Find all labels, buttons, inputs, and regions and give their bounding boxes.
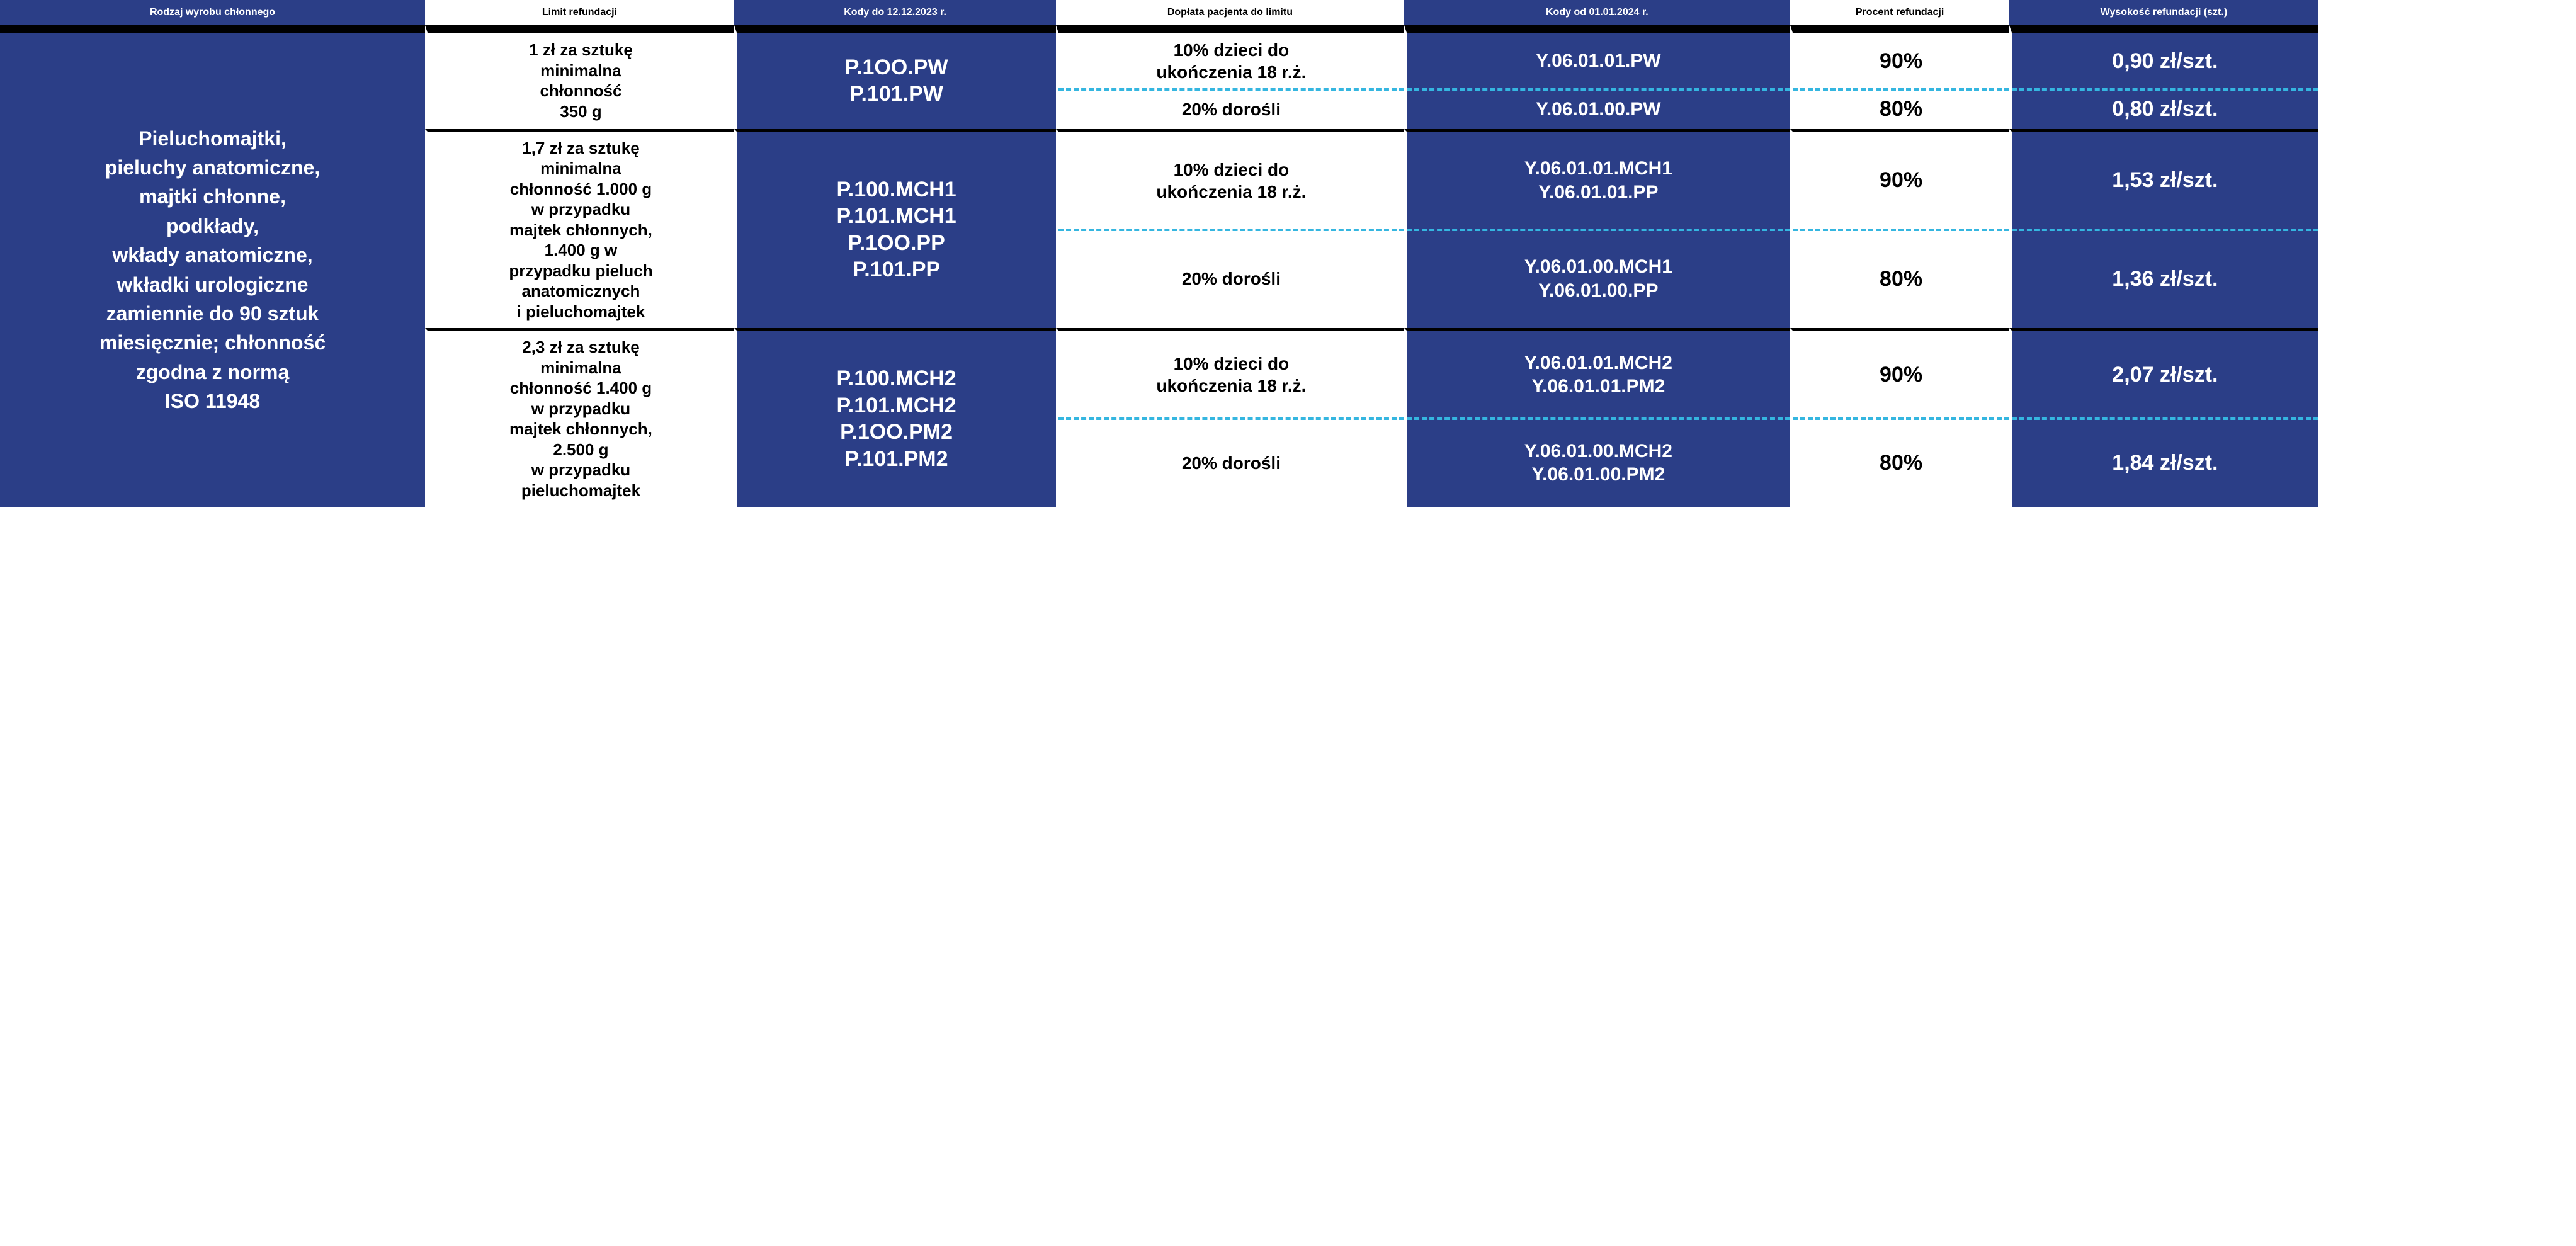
codes-old-3: P.100.MCH2 P.101.MCH2 P.1OO.PM2 P.101.PM… xyxy=(734,328,1056,507)
col-header-limit: Limit refundacji xyxy=(425,0,734,25)
codes-old-1: P.1OO.PW P.101.PW xyxy=(734,25,1056,129)
codes-new-1b: Y.06.01.00.PW xyxy=(1404,89,1791,129)
codes-new-3a: Y.06.01.01.MCH2 Y.06.01.01.PM2 xyxy=(1404,328,1791,419)
col-header-wysokosc: Wysokość refundacji (szt.) xyxy=(2009,0,2318,25)
col-header-rodzaj: Rodzaj wyrobu chłonnego xyxy=(0,0,425,25)
procent-3a: 90% xyxy=(1790,328,2009,419)
col-header-procent: Procent refundacji xyxy=(1790,0,2009,25)
doplata-3b: 20% dorośli xyxy=(1056,419,1404,507)
limit-1: 1 zł za sztukę minimalna chłonność 350 g xyxy=(425,25,734,129)
doplata-2a: 10% dzieci do ukończenia 18 r.ż. xyxy=(1056,129,1404,230)
col-header-kody-do: Kody do 12.12.2023 r. xyxy=(734,0,1056,25)
wys-1a: 0,90 zł/szt. xyxy=(2009,25,2318,89)
procent-1a: 90% xyxy=(1790,25,2009,89)
limit-3: 2,3 zł za sztukę minimalna chłonność 1.4… xyxy=(425,328,734,507)
wys-2b: 1,36 zł/szt. xyxy=(2009,230,2318,328)
codes-old-2: P.100.MCH1 P.101.MCH1 P.1OO.PP P.101.PP xyxy=(734,129,1056,329)
procent-3b: 80% xyxy=(1790,419,2009,507)
wys-3a: 2,07 zł/szt. xyxy=(2009,328,2318,419)
doplata-1a: 10% dzieci do ukończenia 18 r.ż. xyxy=(1056,25,1404,89)
wys-2a: 1,53 zł/szt. xyxy=(2009,129,2318,230)
procent-2b: 80% xyxy=(1790,230,2009,328)
codes-new-2a: Y.06.01.01.MCH1 Y.06.01.01.PP xyxy=(1404,129,1791,230)
wys-1b: 0,80 zł/szt. xyxy=(2009,89,2318,129)
doplata-3a: 10% dzieci do ukończenia 18 r.ż. xyxy=(1056,328,1404,419)
refund-table: Rodzaj wyrobu chłonnego Limit refundacji… xyxy=(0,0,2576,507)
col-header-doplata: Dopłata pacjenta do limitu xyxy=(1056,0,1404,25)
procent-1b: 80% xyxy=(1790,89,2009,129)
procent-2a: 90% xyxy=(1790,129,2009,230)
wys-3b: 1,84 zł/szt. xyxy=(2009,419,2318,507)
codes-new-3b: Y.06.01.00.MCH2 Y.06.01.00.PM2 xyxy=(1404,419,1791,507)
codes-new-1a: Y.06.01.01.PW xyxy=(1404,25,1791,89)
doplata-2b: 20% dorośli xyxy=(1056,230,1404,328)
codes-new-2b: Y.06.01.00.MCH1 Y.06.01.00.PP xyxy=(1404,230,1791,328)
col-header-kody-od: Kody od 01.01.2024 r. xyxy=(1404,0,1791,25)
doplata-1b: 20% dorośli xyxy=(1056,89,1404,129)
row-label: Pieluchomajtki, pieluchy anatomiczne, ma… xyxy=(0,25,425,507)
limit-2: 1,7 zł za sztukę minimalna chłonność 1.0… xyxy=(425,129,734,329)
